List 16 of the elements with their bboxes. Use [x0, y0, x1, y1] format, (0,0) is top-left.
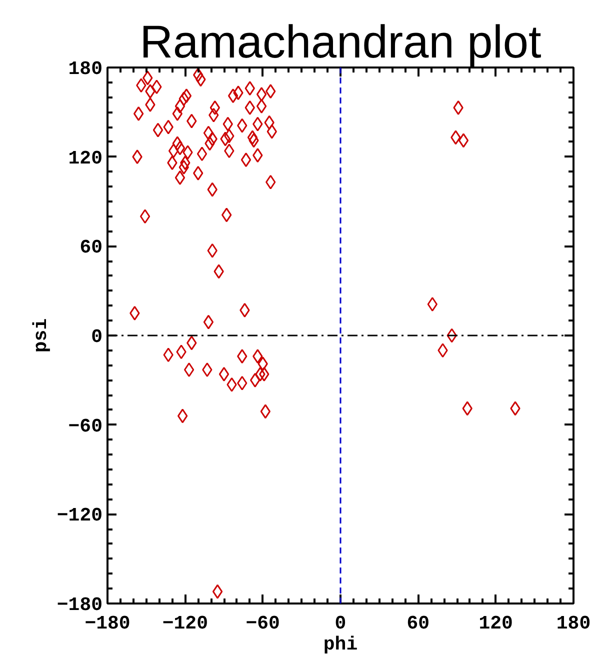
y-tick-label: −180	[56, 594, 102, 616]
x-tick-label: −120	[162, 612, 208, 634]
x-tick-label: 0	[334, 612, 346, 634]
y-tick-label: 120	[68, 147, 103, 170]
x-tick-label: −60	[246, 612, 280, 634]
y-tick-label: 60	[80, 236, 103, 259]
y-tick-label: 0	[91, 326, 103, 348]
y-tick-label: 180	[68, 58, 103, 80]
y-axis-title: psi	[30, 318, 52, 353]
chart-title: Ramachandran plot	[140, 16, 542, 68]
x-tick-label: 120	[478, 612, 513, 634]
x-tick-label: 180	[556, 612, 591, 634]
x-axis-title: phi	[323, 634, 358, 656]
y-tick-label: −120	[56, 504, 102, 527]
y-tick-label: −60	[68, 415, 103, 438]
x-tick-label: 60	[406, 612, 430, 634]
